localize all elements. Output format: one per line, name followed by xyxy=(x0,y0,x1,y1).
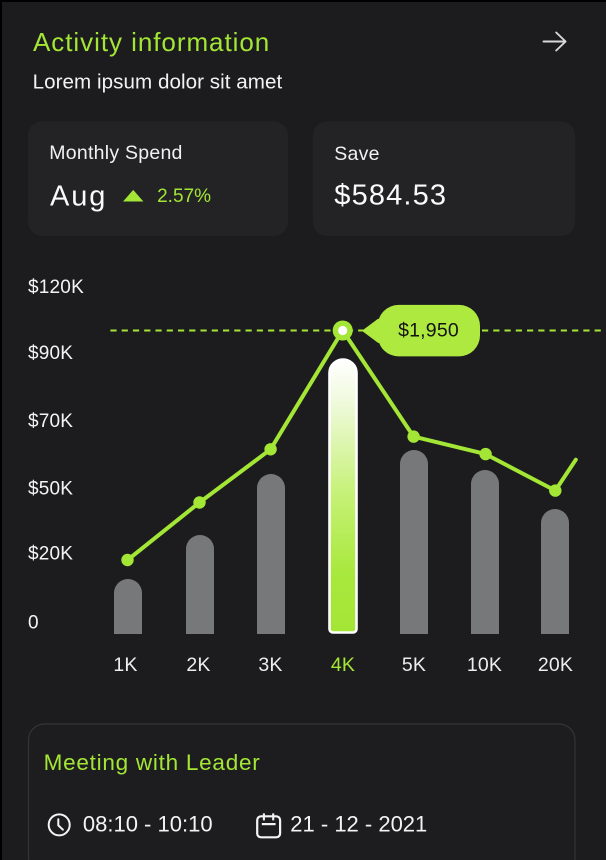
svg-text:Meeting with Leader: Meeting with Leader xyxy=(44,750,261,775)
svg-text:2.57%: 2.57% xyxy=(157,186,211,207)
svg-text:2K: 2K xyxy=(186,654,210,676)
svg-text:1K: 1K xyxy=(113,654,137,676)
svg-text:Activity information: Activity information xyxy=(33,27,270,57)
svg-text:21 - 12 - 2021: 21 - 12 - 2021 xyxy=(290,812,427,837)
svg-text:$90K: $90K xyxy=(28,343,73,364)
svg-text:$50K: $50K xyxy=(28,479,73,500)
svg-text:10K: 10K xyxy=(467,654,502,676)
svg-text:4K: 4K xyxy=(331,654,355,676)
svg-text:$20K: $20K xyxy=(28,543,73,564)
svg-text:08:10 - 10:10: 08:10 - 10:10 xyxy=(83,812,213,837)
svg-text:0: 0 xyxy=(28,612,39,633)
svg-text:$584.53: $584.53 xyxy=(334,180,447,212)
svg-text:Lorem ipsum dolor sit amet: Lorem ipsum dolor sit amet xyxy=(33,70,283,93)
svg-text:$120K: $120K xyxy=(28,277,84,298)
svg-text:5K: 5K xyxy=(402,654,426,676)
svg-text:$70K: $70K xyxy=(28,411,73,432)
svg-text:20K: 20K xyxy=(538,654,573,676)
svg-text:3K: 3K xyxy=(258,654,282,676)
svg-text:Monthly Spend: Monthly Spend xyxy=(49,142,182,164)
svg-text:Save: Save xyxy=(334,143,379,165)
svg-text:Aug: Aug xyxy=(50,180,107,212)
svg-text:$1,950: $1,950 xyxy=(398,319,459,341)
